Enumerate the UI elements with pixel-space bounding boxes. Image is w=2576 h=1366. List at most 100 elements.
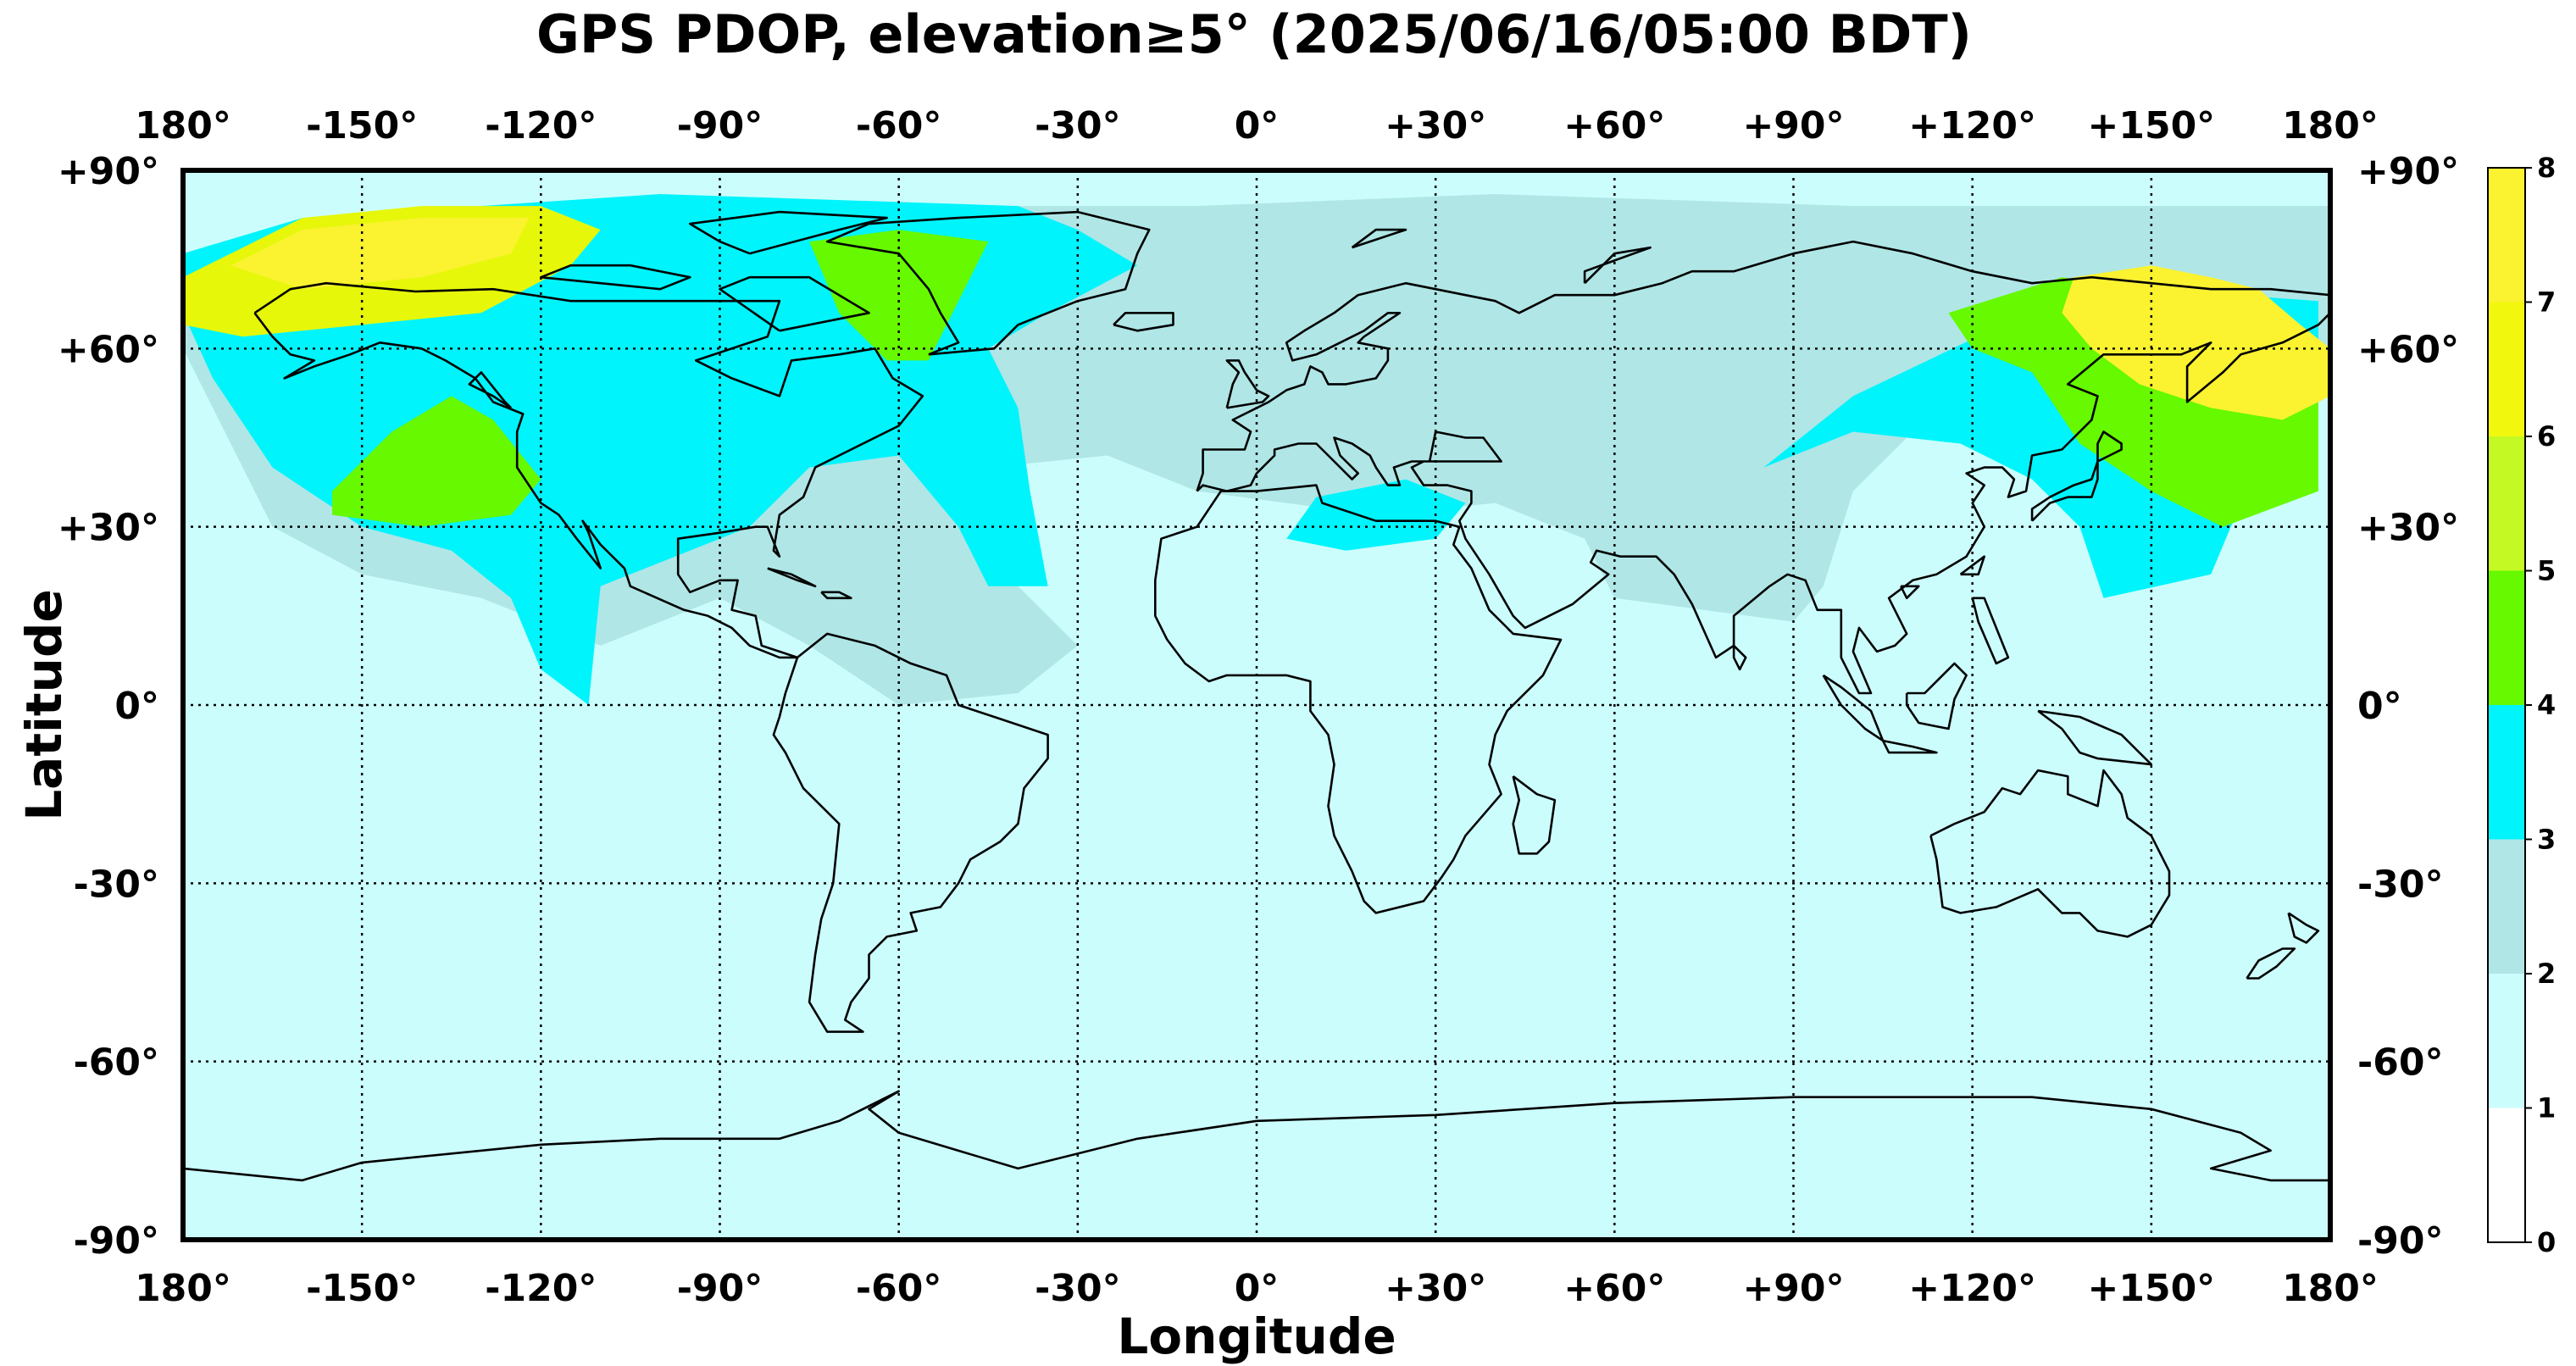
pdop-region-9 (2062, 265, 2330, 420)
coastline-24 (820, 591, 852, 600)
coastline-11 (2096, 430, 2123, 463)
x-tick-label-top: -90° (677, 104, 763, 147)
coastline-26 (1959, 555, 1985, 576)
y-tick-label-right: -90° (2357, 1219, 2444, 1263)
x-tick-label-top: 180° (135, 104, 231, 147)
coastline-1 (772, 632, 1049, 1033)
coastline-27 (1900, 585, 1920, 600)
pdop-region-4 (332, 396, 541, 527)
x-tick-label-top: -30° (1035, 104, 1121, 147)
x-tick-label-bottom: -30° (1035, 1267, 1121, 1310)
coastline-17 (1113, 311, 1174, 332)
y-tick-label-left: +90° (58, 150, 159, 193)
y-tick-label-left: -90° (74, 1219, 160, 1263)
coastline-8 (2246, 947, 2296, 980)
x-tick-label-top: +120° (1908, 104, 2036, 147)
coastline-6 (1512, 775, 1557, 855)
colorbar-tick-label: 1 (2537, 1092, 2556, 1124)
coastline-15 (2037, 709, 2153, 766)
map-area (183, 170, 2330, 1240)
y-axis-label: Latitude (15, 589, 73, 821)
coastline-18 (183, 1090, 2330, 1182)
x-tick-label-bottom: 180° (2282, 1267, 2379, 1310)
colorbar-tick-label: 8 (2537, 152, 2556, 184)
y-tick-label-left: -30° (74, 863, 160, 906)
x-tick-label-bottom: +120° (1908, 1267, 2036, 1310)
coastline-22 (719, 275, 870, 332)
x-tick-label-top: -60° (856, 104, 942, 147)
coastline-23 (767, 567, 817, 588)
x-tick-label-bottom: 0° (1235, 1267, 1280, 1310)
pdop-region-8 (230, 218, 530, 290)
colorbar: 0 1 2 3 4 5 6 7 8 (2487, 152, 2556, 1258)
x-tick-label-top: 180° (2282, 104, 2379, 147)
x-tick-label-bottom: -120° (485, 1267, 597, 1310)
y-tick-label-left: -60° (74, 1041, 160, 1085)
colorbar-tick-label: 7 (2537, 286, 2556, 319)
pdop-region-5 (809, 230, 989, 361)
x-tick-label-bottom: +30° (1385, 1267, 1486, 1310)
y-tick-labels-right: +90° +60° +30° 0° -30° -60° -90° (2357, 150, 2459, 1263)
x-tick-label-top: +30° (1385, 104, 1486, 147)
colorbar-segment (2488, 839, 2525, 974)
colorbar-segment (2488, 974, 2525, 1108)
x-tick-labels-top: 180° -150° -120° -90° -60° -30° 0° +30° +60° +90°… (135, 104, 2379, 147)
colorbar-tick-label: 2 (2537, 958, 2556, 990)
y-tick-label-right: -60° (2357, 1041, 2444, 1085)
colorbar-segment (2488, 1108, 2525, 1242)
colorbar-segment (2488, 570, 2525, 705)
colorbar-tick-label: 6 (2537, 420, 2556, 453)
x-tick-label-top: -150° (306, 104, 418, 147)
coastline-4 (1196, 240, 2330, 695)
x-tick-label-bottom: -150° (306, 1267, 418, 1310)
coastline-5 (1225, 359, 1270, 409)
y-tick-label-left: 0° (114, 685, 159, 728)
y-tick-labels-left: +90° +60° +30° 0° -30° -60° -90° (58, 150, 159, 1263)
coastline-7 (1929, 769, 2171, 938)
colorbar-segment (2488, 705, 2525, 840)
y-tick-label-right: 0° (2357, 685, 2402, 728)
y-tick-label-right: +30° (2357, 507, 2459, 550)
x-tick-label-bottom: +150° (2087, 1267, 2215, 1310)
pdop-region-3 (1286, 479, 1466, 551)
y-tick-label-right: +60° (2357, 328, 2459, 371)
colorbar-segment (2488, 436, 2525, 571)
coastline-9 (2287, 912, 2320, 944)
map-frame (180, 168, 2333, 1242)
x-tick-label-bottom: +90° (1742, 1267, 1844, 1310)
y-tick-label-right: +90° (2357, 150, 2459, 193)
colorbar-tick-label: 3 (2537, 824, 2556, 856)
x-tick-label-bottom: 180° (135, 1267, 231, 1310)
coastline-13 (1881, 739, 1938, 754)
x-tick-label-bottom: -90° (677, 1267, 763, 1310)
y-tick-label-left: +30° (58, 507, 159, 550)
coastline-3 (1154, 484, 1563, 914)
chart-title: GPS PDOP, elevation≥5° (2025/06/16/05:00… (536, 3, 1972, 65)
x-tick-label-top: +60° (1563, 104, 1665, 147)
x-tick-label-bottom: -60° (856, 1267, 942, 1310)
y-tick-label-left: +60° (58, 328, 159, 371)
y-tick-label-right: -30° (2357, 863, 2444, 906)
coastline-16 (1971, 597, 2010, 665)
coastline-14 (1905, 662, 1968, 730)
x-tick-label-top: +90° (1742, 104, 1844, 147)
x-tick-label-bottom: +60° (1563, 1267, 1665, 1310)
x-tick-labels-bottom: 180° -150° -120° -90° -60° -30° 0° +30° +60° +90°… (135, 1267, 2379, 1310)
colorbar-segment (2488, 302, 2525, 436)
graticule (183, 170, 2330, 1240)
x-axis-label: Longitude (1117, 1308, 1396, 1365)
colorbar-segment (2488, 168, 2525, 303)
colorbar-tick-label: 4 (2537, 689, 2556, 721)
x-tick-label-top: -120° (485, 104, 597, 147)
coastline-2 (825, 210, 1151, 356)
coastline-20 (688, 210, 888, 255)
coastline-28 (1351, 228, 1407, 249)
coastline-19 (468, 371, 513, 409)
coastline-0 (253, 281, 924, 659)
x-tick-label-top: +150° (2087, 104, 2215, 147)
colorbar-tick-label: 5 (2537, 555, 2556, 587)
colorbar-tick-label: 0 (2537, 1226, 2556, 1258)
coastline-29 (1583, 246, 1652, 285)
coastline-25 (1732, 644, 1747, 671)
